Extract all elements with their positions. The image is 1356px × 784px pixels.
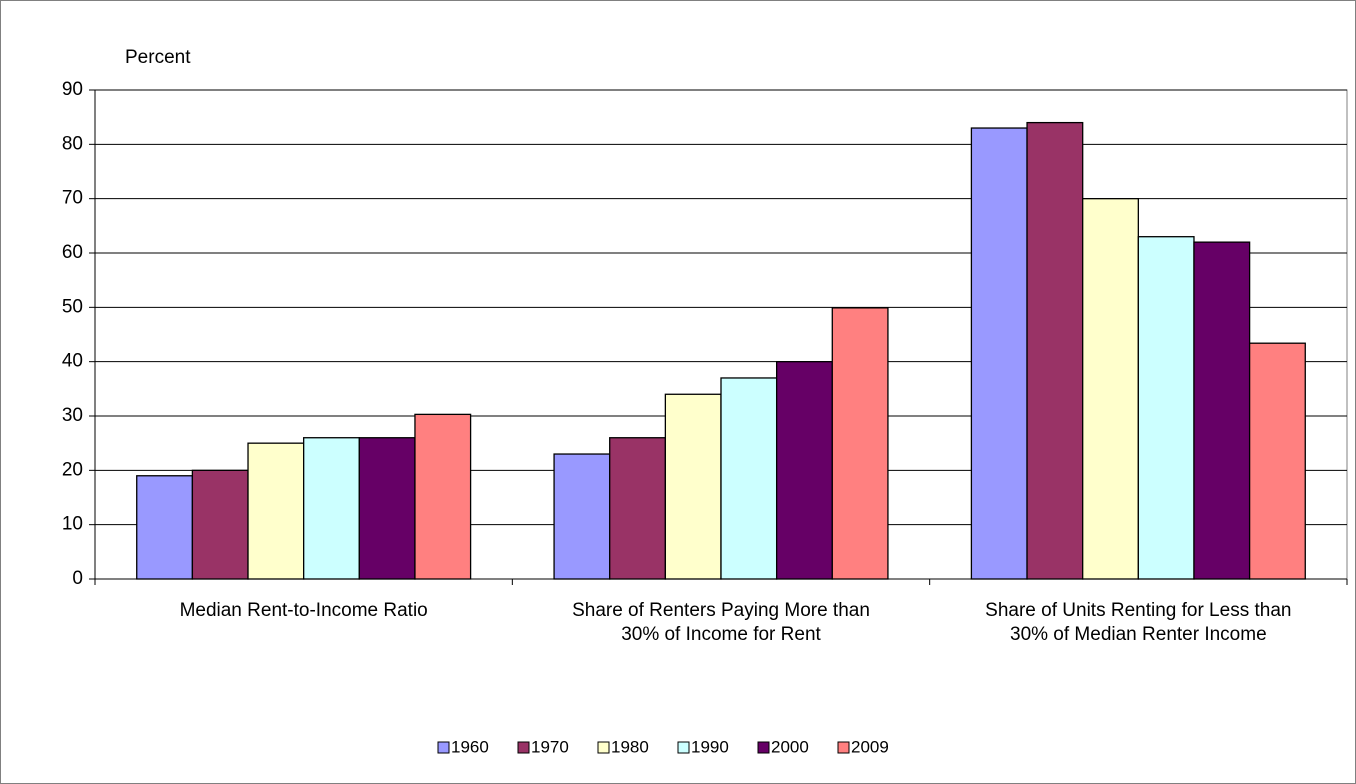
y-axis-label: Percent — [125, 47, 191, 68]
y-tick-label: 90 — [62, 79, 83, 100]
legend-swatch — [837, 741, 850, 754]
bar — [970, 127, 1028, 580]
legend-label: 1970 — [531, 737, 569, 756]
bar — [831, 307, 889, 580]
legend-label: 1990 — [691, 737, 729, 756]
y-tick-label: 80 — [62, 133, 83, 154]
y-tick-label: 50 — [62, 296, 83, 317]
y-tick-label: 0 — [72, 568, 83, 589]
bar — [553, 453, 611, 580]
bar — [1082, 198, 1139, 580]
y-tick-label: 20 — [62, 459, 83, 480]
bar — [247, 442, 305, 580]
y-tick-label: 70 — [62, 188, 83, 209]
legend-swatch — [597, 741, 610, 754]
x-tick-label: Median Rent-to-Income Ratio — [179, 600, 428, 621]
bar — [1248, 342, 1306, 580]
legend-swatch — [757, 741, 770, 754]
x-tick-label: Share of Units Renting for Less than 30%… — [985, 600, 1292, 645]
legend-label: 1960 — [451, 737, 489, 756]
y-tick-label: 60 — [62, 242, 83, 263]
bar — [720, 377, 778, 580]
bar — [136, 475, 194, 580]
legend-swatch — [437, 741, 450, 754]
bar — [1193, 241, 1251, 580]
bar — [1026, 121, 1084, 580]
legend-swatch — [677, 741, 690, 754]
bar — [191, 469, 249, 580]
legend-label: 1980 — [611, 737, 649, 756]
bar — [775, 361, 833, 580]
y-tick-label: 30 — [62, 405, 83, 426]
y-tick-label: 10 — [62, 514, 83, 535]
bar — [609, 437, 667, 580]
bar — [1137, 236, 1195, 580]
y-tick-label: 40 — [62, 351, 83, 372]
bar — [303, 437, 360, 580]
legend-label: 2000 — [771, 737, 809, 756]
bar — [358, 437, 416, 580]
bar — [664, 393, 722, 580]
legend-label: 2009 — [851, 737, 889, 756]
bar — [414, 413, 472, 580]
x-tick-label: Share of Renters Paying More than 30% of… — [572, 600, 870, 645]
legend-swatch — [517, 741, 530, 754]
